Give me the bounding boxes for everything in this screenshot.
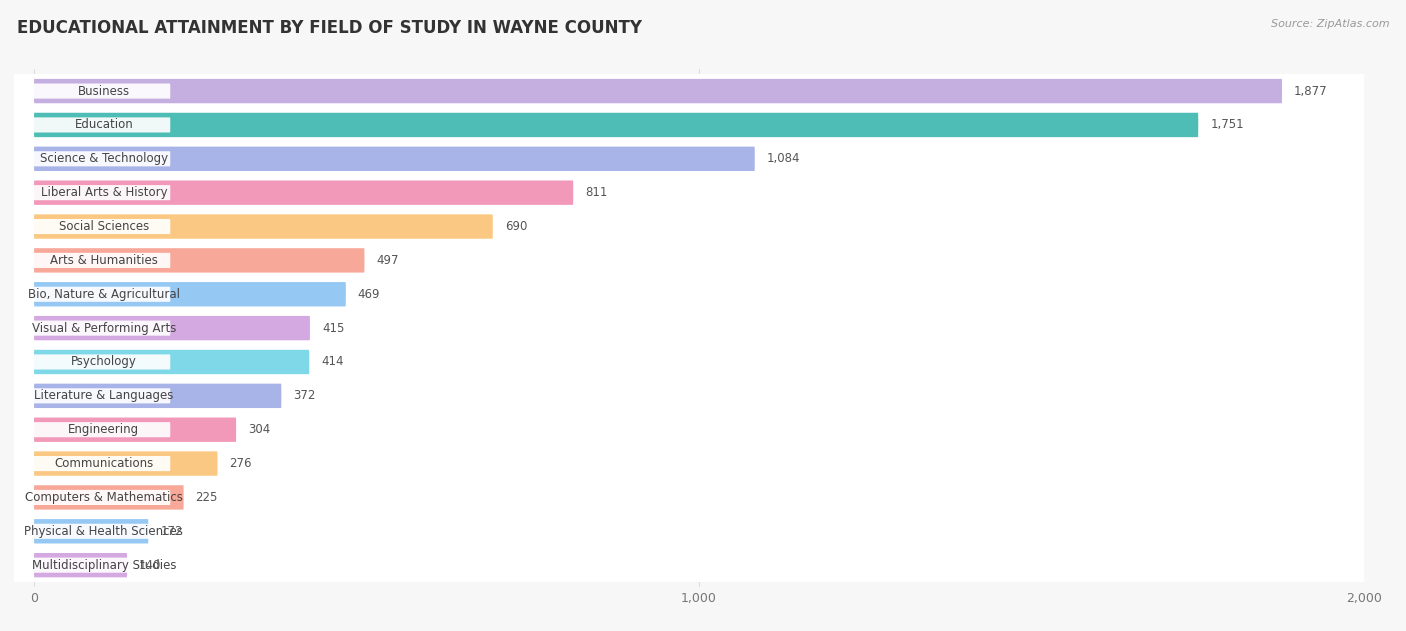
FancyBboxPatch shape <box>31 151 170 167</box>
FancyBboxPatch shape <box>31 321 170 336</box>
Text: Psychology: Psychology <box>70 355 136 369</box>
FancyBboxPatch shape <box>14 480 1364 514</box>
FancyBboxPatch shape <box>14 447 1364 480</box>
FancyBboxPatch shape <box>34 113 1198 137</box>
Text: 497: 497 <box>377 254 399 267</box>
FancyBboxPatch shape <box>14 548 1364 582</box>
FancyBboxPatch shape <box>14 74 1364 108</box>
FancyBboxPatch shape <box>31 422 170 437</box>
Text: 1,751: 1,751 <box>1211 119 1244 131</box>
Text: 1,084: 1,084 <box>766 152 800 165</box>
FancyBboxPatch shape <box>34 215 492 239</box>
FancyBboxPatch shape <box>31 253 170 268</box>
FancyBboxPatch shape <box>34 248 364 273</box>
FancyBboxPatch shape <box>14 278 1364 311</box>
FancyBboxPatch shape <box>31 219 170 234</box>
Text: Communications: Communications <box>55 457 153 470</box>
FancyBboxPatch shape <box>34 418 236 442</box>
FancyBboxPatch shape <box>14 311 1364 345</box>
Text: 469: 469 <box>357 288 380 301</box>
Text: 414: 414 <box>321 355 343 369</box>
FancyBboxPatch shape <box>31 117 170 133</box>
Text: 372: 372 <box>294 389 316 403</box>
FancyBboxPatch shape <box>31 456 170 471</box>
FancyBboxPatch shape <box>14 108 1364 142</box>
FancyBboxPatch shape <box>34 519 149 543</box>
FancyBboxPatch shape <box>31 355 170 370</box>
Text: Source: ZipAtlas.com: Source: ZipAtlas.com <box>1271 19 1389 29</box>
Text: 1,877: 1,877 <box>1294 85 1327 98</box>
Text: Arts & Humanities: Arts & Humanities <box>49 254 157 267</box>
FancyBboxPatch shape <box>34 282 346 307</box>
Text: Literature & Languages: Literature & Languages <box>34 389 173 403</box>
Text: Social Sciences: Social Sciences <box>59 220 149 233</box>
Text: Physical & Health Sciences: Physical & Health Sciences <box>24 525 183 538</box>
Text: 304: 304 <box>247 423 270 436</box>
FancyBboxPatch shape <box>14 514 1364 548</box>
FancyBboxPatch shape <box>14 142 1364 176</box>
FancyBboxPatch shape <box>14 413 1364 447</box>
FancyBboxPatch shape <box>14 379 1364 413</box>
FancyBboxPatch shape <box>34 146 755 171</box>
FancyBboxPatch shape <box>31 185 170 200</box>
Text: Science & Technology: Science & Technology <box>39 152 167 165</box>
FancyBboxPatch shape <box>34 316 309 340</box>
FancyBboxPatch shape <box>14 244 1364 278</box>
FancyBboxPatch shape <box>34 553 127 577</box>
Text: 225: 225 <box>195 491 218 504</box>
FancyBboxPatch shape <box>31 388 170 403</box>
Text: Multidisciplinary Studies: Multidisciplinary Studies <box>31 558 176 572</box>
Text: Education: Education <box>75 119 134 131</box>
Text: Business: Business <box>77 85 129 98</box>
Text: Bio, Nature & Agricultural: Bio, Nature & Agricultural <box>28 288 180 301</box>
FancyBboxPatch shape <box>31 558 170 573</box>
FancyBboxPatch shape <box>31 524 170 539</box>
FancyBboxPatch shape <box>34 180 574 205</box>
FancyBboxPatch shape <box>31 286 170 302</box>
FancyBboxPatch shape <box>14 345 1364 379</box>
Text: 140: 140 <box>139 558 162 572</box>
FancyBboxPatch shape <box>34 451 218 476</box>
Text: Liberal Arts & History: Liberal Arts & History <box>41 186 167 199</box>
FancyBboxPatch shape <box>34 79 1282 103</box>
Text: Engineering: Engineering <box>69 423 139 436</box>
FancyBboxPatch shape <box>14 176 1364 209</box>
Text: 415: 415 <box>322 322 344 334</box>
Text: Visual & Performing Arts: Visual & Performing Arts <box>31 322 176 334</box>
FancyBboxPatch shape <box>31 490 170 505</box>
Text: 690: 690 <box>505 220 527 233</box>
FancyBboxPatch shape <box>34 485 184 510</box>
Text: 811: 811 <box>585 186 607 199</box>
Text: Computers & Mathematics: Computers & Mathematics <box>25 491 183 504</box>
Text: 276: 276 <box>229 457 252 470</box>
FancyBboxPatch shape <box>14 209 1364 244</box>
Text: 172: 172 <box>160 525 183 538</box>
FancyBboxPatch shape <box>34 350 309 374</box>
FancyBboxPatch shape <box>34 384 281 408</box>
FancyBboxPatch shape <box>31 83 170 98</box>
Text: EDUCATIONAL ATTAINMENT BY FIELD OF STUDY IN WAYNE COUNTY: EDUCATIONAL ATTAINMENT BY FIELD OF STUDY… <box>17 19 643 37</box>
